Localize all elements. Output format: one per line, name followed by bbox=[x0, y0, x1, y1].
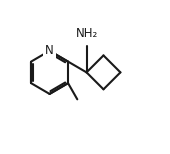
Text: N: N bbox=[45, 44, 54, 57]
Text: NH₂: NH₂ bbox=[75, 27, 98, 40]
